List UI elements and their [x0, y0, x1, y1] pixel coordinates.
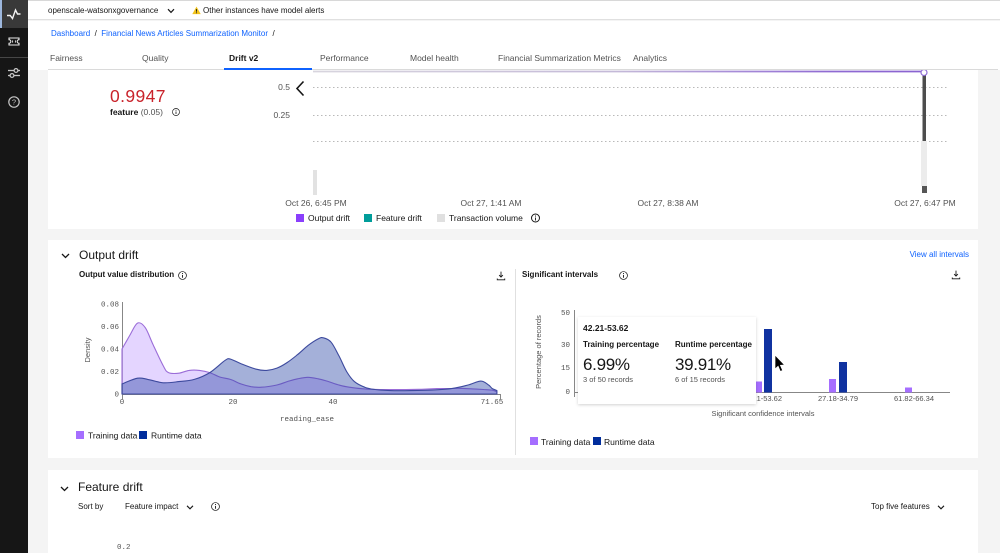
svg-text:0.5: 0.5: [278, 82, 290, 92]
svg-text:0.02: 0.02: [101, 369, 119, 377]
svg-text:0.08: 0.08: [101, 302, 119, 310]
svg-text:Oct 27, 6:47 PM: Oct 27, 6:47 PM: [894, 198, 955, 208]
svg-text:27.18-34.79: 27.18-34.79: [818, 394, 858, 403]
svg-text:0.06: 0.06: [101, 324, 120, 332]
svg-text:Training data: Training data: [88, 431, 138, 441]
svg-text:reading_ease: reading_ease: [280, 416, 334, 424]
svg-text:Oct 27, 1:41 AM: Oct 27, 1:41 AM: [461, 198, 522, 208]
svg-text:Transaction volume: Transaction volume: [449, 213, 523, 223]
svg-text:Percentage of records: Percentage of records: [534, 315, 543, 389]
svg-text:71.65: 71.65: [481, 399, 504, 407]
svg-text:0: 0: [565, 389, 570, 397]
svg-text:Oct 27, 8:38 AM: Oct 27, 8:38 AM: [638, 198, 699, 208]
svg-text:0.04: 0.04: [101, 347, 120, 355]
svg-text:42.21-53.62: 42.21-53.62: [742, 394, 782, 403]
svg-text:61.82-66.34: 61.82-66.34: [894, 394, 934, 403]
svg-text:30: 30: [561, 342, 571, 350]
svg-text:15: 15: [561, 365, 571, 373]
svg-text:Significant confidence interva: Significant confidence intervals: [712, 409, 815, 418]
svg-text:Density: Density: [83, 337, 92, 362]
svg-text:50: 50: [561, 310, 571, 318]
svg-text:20: 20: [228, 399, 238, 407]
svg-text:Output drift: Output drift: [308, 213, 351, 223]
svg-text:0: 0: [120, 399, 125, 407]
svg-text:0.25: 0.25: [273, 110, 290, 120]
svg-text:Oct 26, 6:45 PM: Oct 26, 6:45 PM: [285, 198, 346, 208]
svg-text:?: ?: [12, 98, 16, 107]
svg-text:40: 40: [328, 399, 338, 407]
svg-text:Feature drift: Feature drift: [376, 213, 422, 223]
svg-text:0: 0: [114, 392, 119, 400]
svg-text:Runtime data: Runtime data: [151, 431, 202, 441]
